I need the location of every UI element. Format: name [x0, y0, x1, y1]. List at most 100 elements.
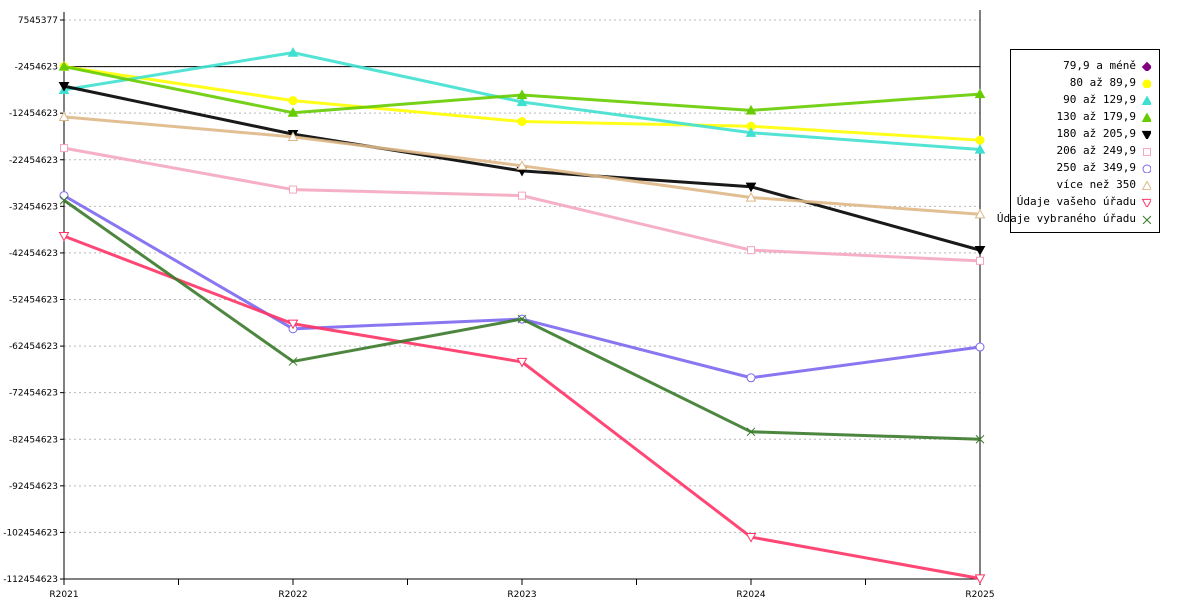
- data-point: [975, 342, 985, 352]
- data-point: [58, 111, 70, 121]
- x-tick-label: R2023: [507, 590, 536, 600]
- legend-item: Údaje vybraného úřadu: [997, 210, 1151, 227]
- data-point: [288, 357, 298, 366]
- data-point: [516, 96, 528, 107]
- legend-label: 80 až 89,9: [1069, 76, 1136, 89]
- legend-marker-icon: [1141, 61, 1151, 71]
- data-point: [59, 191, 69, 201]
- data-point: [976, 256, 984, 265]
- legend-item: 130 až 179,9: [1057, 108, 1151, 125]
- y-tick-label: -102454623: [3, 528, 58, 538]
- data-point: [517, 314, 527, 324]
- data-point: [974, 574, 986, 585]
- legend-label: více než 350: [1056, 178, 1136, 191]
- legend-label: Údaje vybraného úřadu: [996, 212, 1136, 225]
- legend-item: 180 až 205,9: [1057, 125, 1151, 142]
- x-tick-label: R2021: [49, 590, 78, 600]
- legend-item: více než 350: [1057, 176, 1151, 193]
- legend-label: 250 až 349,9: [1056, 161, 1136, 174]
- data-point: [287, 131, 299, 142]
- data-point: [746, 373, 756, 383]
- legend-marker-icon: [1142, 215, 1151, 224]
- data-point: [745, 191, 757, 202]
- data-point: [516, 89, 528, 100]
- data-point: [516, 357, 528, 368]
- x-tick-label: R2025: [965, 590, 994, 600]
- data-point: [745, 532, 757, 543]
- legend-marker-icon: [1142, 79, 1151, 88]
- series-line: [63, 194, 981, 380]
- legend-marker-shape: [1143, 147, 1151, 156]
- data-point: [975, 135, 985, 145]
- y-tick-label: -52454623: [9, 296, 58, 306]
- data-point: [975, 434, 985, 444]
- legend-label: 206 až 249,9: [1056, 144, 1136, 157]
- data-point: [745, 182, 757, 193]
- legend-marker-icon: [1142, 164, 1151, 173]
- series-lines: [58, 47, 986, 585]
- legend-marker-shape: [1141, 111, 1151, 122]
- data-point: [58, 232, 70, 242]
- data-point: [974, 143, 986, 154]
- x-tick-label: R2022: [278, 590, 307, 600]
- data-point: [58, 61, 70, 71]
- legend-marker-shape: [1141, 61, 1151, 71]
- legend-marker-icon: [1141, 179, 1151, 190]
- legend-item: 250 až 349,9: [1057, 159, 1151, 176]
- data-point: [60, 144, 68, 153]
- data-point: [974, 246, 986, 256]
- legend-item: 79,9 a méně: [1063, 57, 1151, 74]
- legend-label: Údaje vašeho úřadu: [1016, 195, 1136, 208]
- data-point: [58, 82, 70, 92]
- legend-marker-icon: [1141, 111, 1151, 122]
- data-point: [287, 47, 299, 57]
- x-tick-label: R2024: [736, 590, 765, 600]
- legend-marker-shape: [1142, 79, 1151, 88]
- data-point: [746, 427, 756, 437]
- legend-item: Údaje vašeho úřadu: [1017, 193, 1151, 210]
- y-tick-label: -32454623: [9, 202, 58, 212]
- legend-label: 130 až 179,9: [1056, 110, 1136, 123]
- legend-marker-shape: [1141, 179, 1151, 190]
- legend-marker-shape: [1142, 164, 1151, 173]
- data-point: [517, 117, 527, 127]
- axes: 7545377 -2454623 -12454623 -22454623 -324546…: [3, 10, 995, 600]
- legend-marker-icon: [1141, 94, 1151, 105]
- legend-label: 79,9 a méně: [1063, 59, 1136, 72]
- y-tick-label: -12454623: [9, 109, 58, 119]
- y-tick-label: -22454623: [9, 156, 58, 166]
- legend-marker-shape: [1141, 198, 1151, 207]
- data-point: [288, 96, 298, 106]
- data-point: [287, 319, 299, 330]
- data-point: [287, 107, 299, 117]
- data-point: [745, 104, 757, 115]
- legend-label: 90 až 129,9: [1063, 93, 1136, 106]
- legend-marker-shape: [1141, 130, 1151, 139]
- legend-marker-icon: [1141, 198, 1151, 207]
- legend-label: 180 až 205,9: [1056, 127, 1136, 140]
- y-tick-label: 7545377: [18, 16, 58, 26]
- y-tick-label: -42454623: [9, 249, 58, 259]
- data-point: [745, 127, 757, 137]
- legend-item: 90 až 129,9: [1063, 91, 1151, 108]
- data-point: [516, 160, 528, 170]
- data-point: [289, 185, 297, 194]
- legend-item: 80 až 89,9: [1070, 74, 1151, 91]
- series-line: [63, 234, 981, 581]
- legend-item: 206 až 249,9: [1057, 142, 1151, 159]
- y-tick-label: -2454623: [15, 63, 58, 73]
- y-tick-label: -62454623: [9, 342, 58, 352]
- data-point: [59, 195, 69, 205]
- y-tick-label: -72454623: [9, 389, 58, 399]
- legend-marker-icon: [1141, 130, 1151, 139]
- data-point: [747, 246, 755, 255]
- data-point: [974, 88, 986, 99]
- data-point: [518, 191, 526, 200]
- y-tick-label: -82454623: [9, 435, 58, 445]
- y-tick-label: -92454623: [9, 482, 58, 492]
- legend-marker-icon: [1143, 147, 1151, 156]
- data-point: [974, 208, 986, 219]
- legend-marker-shape: [1141, 94, 1151, 105]
- y-tick-label: -112454623: [3, 575, 58, 585]
